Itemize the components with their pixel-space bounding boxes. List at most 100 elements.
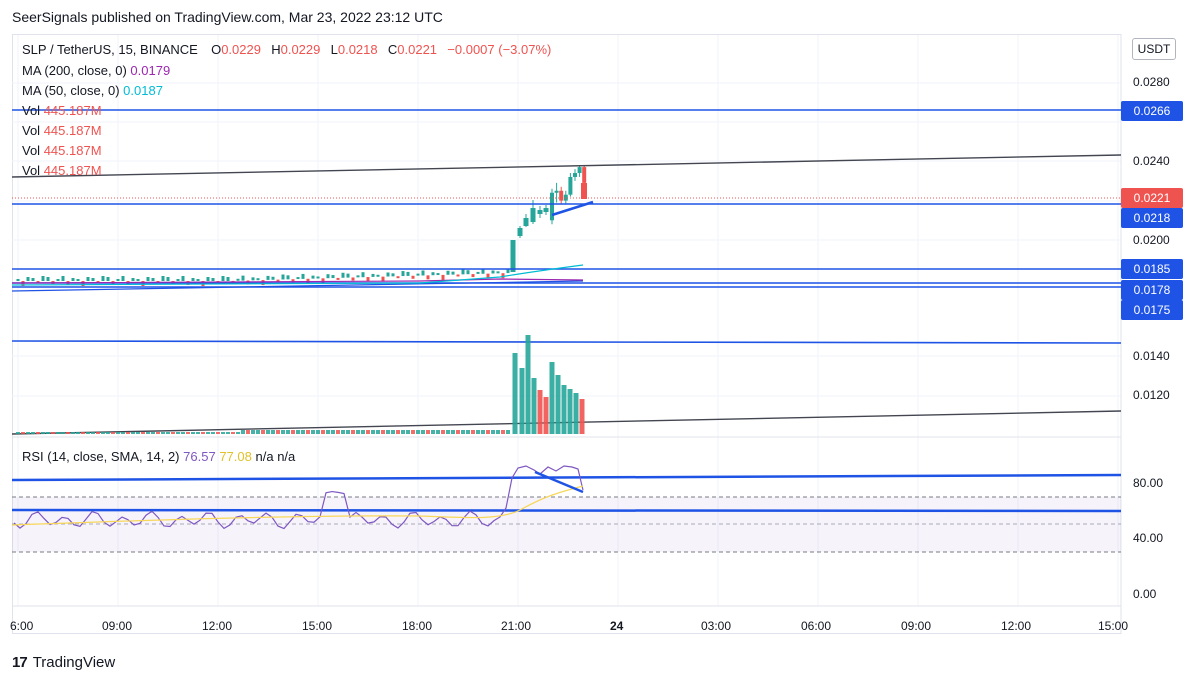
candle xyxy=(426,275,430,280)
candle xyxy=(341,272,345,278)
level-tag: 0.0218 xyxy=(1121,208,1183,228)
volume-bar xyxy=(336,430,340,434)
candle xyxy=(176,279,180,281)
volume-bar xyxy=(196,432,200,434)
candle xyxy=(321,278,325,284)
volume-bar xyxy=(176,432,180,434)
rsi-legend[interactable]: RSI (14, close, SMA, 14, 2) 76.57 77.08 … xyxy=(22,449,295,464)
candle xyxy=(554,190,559,193)
candle xyxy=(431,272,435,276)
volume-bar xyxy=(506,430,510,434)
volume-bar xyxy=(61,432,65,434)
volume-bar xyxy=(543,397,549,434)
candle xyxy=(361,272,365,278)
ma50-value: 0.0187 xyxy=(123,83,163,98)
candle xyxy=(471,274,475,278)
candle xyxy=(501,273,505,279)
candle xyxy=(406,271,410,276)
time-tick: 12:00 xyxy=(202,619,233,633)
candle xyxy=(56,279,60,281)
candle xyxy=(336,277,340,280)
volume-bar xyxy=(136,432,140,434)
volume-bar xyxy=(476,430,480,434)
rsi-level-line xyxy=(11,473,1122,482)
volume-bar xyxy=(331,430,335,434)
rsi-na-1: n/a xyxy=(255,449,274,464)
volume-bar xyxy=(421,430,425,434)
candle xyxy=(550,192,554,221)
candle xyxy=(391,273,395,277)
candle xyxy=(226,277,230,281)
ma200-legend[interactable]: MA (200, close, 0) 0.0179 xyxy=(22,63,170,78)
candle xyxy=(436,273,440,276)
volume-bar xyxy=(341,430,345,434)
low-value: 0.0218 xyxy=(337,42,378,57)
vol-legend-1[interactable]: Vol 445.187M xyxy=(22,103,102,118)
volume-bar xyxy=(261,430,265,434)
low-label: L xyxy=(330,42,338,57)
volume-bar xyxy=(376,430,380,434)
candle xyxy=(326,274,330,279)
volume-bar xyxy=(241,430,245,434)
symbol-legend[interactable]: SLP / TetherUS, 15, BINANCE O0.0229 H0.0… xyxy=(22,42,551,57)
time-tick: 06:00 xyxy=(801,619,832,633)
volume-bar xyxy=(201,432,205,434)
vol-label: Vol xyxy=(22,103,41,118)
volume-bar xyxy=(512,353,518,434)
volume-bar xyxy=(456,430,460,434)
volume-bar xyxy=(126,432,130,434)
candle xyxy=(106,277,110,281)
volume-bar xyxy=(461,430,465,434)
volume-bar xyxy=(131,432,135,434)
volume-bar xyxy=(311,430,315,434)
time-tick: 24 xyxy=(610,619,624,633)
symbol-name: SLP / TetherUS, 15, BINANCE xyxy=(22,42,198,57)
candle xyxy=(46,277,50,281)
price-tick: 0.0240 xyxy=(1133,154,1170,168)
ma50-legend[interactable]: MA (50, close, 0) 0.0187 xyxy=(22,83,163,98)
volume-bar xyxy=(246,430,250,434)
high-label: H xyxy=(271,42,281,57)
volume-bar xyxy=(537,390,543,434)
candle xyxy=(481,268,485,274)
volume-bar xyxy=(251,430,255,434)
candle xyxy=(116,279,120,281)
candle-last xyxy=(581,183,587,199)
volume-bar xyxy=(106,432,110,434)
candle xyxy=(166,277,170,281)
candle xyxy=(577,167,582,174)
volume-bar xyxy=(316,430,320,434)
candle xyxy=(151,278,155,281)
volume-bar xyxy=(271,430,275,434)
candle xyxy=(411,275,415,279)
currency-button[interactable]: USDT xyxy=(1132,38,1176,60)
volume-bar xyxy=(321,430,325,434)
vol-legend-4[interactable]: Vol 445.187M xyxy=(22,163,102,178)
volume-bar xyxy=(296,430,300,434)
candle xyxy=(91,278,95,281)
candle xyxy=(181,276,185,281)
close-value: 0.0221 xyxy=(397,42,438,57)
volume-bar xyxy=(481,430,485,434)
volume-bar xyxy=(291,430,295,434)
price-tick: 0.0140 xyxy=(1133,349,1170,363)
volume-bar xyxy=(326,430,330,434)
tradingview-logo[interactable]: 17 TradingView xyxy=(12,654,115,671)
volume-bar xyxy=(555,375,561,434)
candle xyxy=(31,278,35,281)
rsi-line xyxy=(13,465,584,530)
volume-bar xyxy=(486,430,490,434)
volume-bar xyxy=(221,432,225,434)
volume-bar xyxy=(401,430,405,434)
volume-bar xyxy=(386,430,390,434)
vol-legend-2[interactable]: Vol 445.187M xyxy=(22,123,102,138)
time-tick: 09:00 xyxy=(102,619,133,633)
candle xyxy=(396,276,400,279)
volume-bar xyxy=(91,432,95,434)
rsi-tick: 80.00 xyxy=(1133,476,1164,490)
time-tick: 15:00 xyxy=(1098,619,1129,633)
ma200-value: 0.0179 xyxy=(130,63,171,78)
vol-legend-3[interactable]: Vol 445.187M xyxy=(22,143,102,158)
time-tick: 15:00 xyxy=(302,619,333,633)
